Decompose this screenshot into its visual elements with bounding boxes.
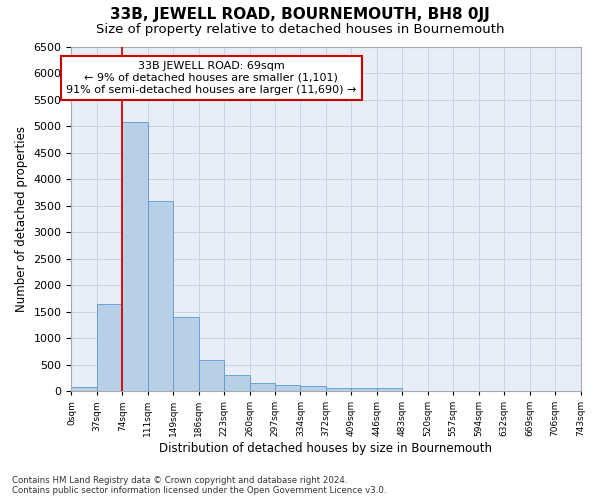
Bar — [199, 360, 224, 391]
Bar — [352, 388, 377, 391]
Bar — [377, 388, 403, 391]
Text: Size of property relative to detached houses in Bournemouth: Size of property relative to detached ho… — [96, 22, 504, 36]
Y-axis label: Number of detached properties: Number of detached properties — [15, 126, 28, 312]
Text: 33B, JEWELL ROAD, BOURNEMOUTH, BH8 0JJ: 33B, JEWELL ROAD, BOURNEMOUTH, BH8 0JJ — [110, 8, 490, 22]
Bar — [97, 304, 122, 391]
Text: Contains public sector information licensed under the Open Government Licence v3: Contains public sector information licen… — [12, 486, 386, 495]
Bar — [173, 317, 199, 391]
Bar — [326, 388, 352, 391]
X-axis label: Distribution of detached houses by size in Bournemouth: Distribution of detached houses by size … — [160, 442, 493, 455]
Bar — [122, 122, 148, 391]
Text: Contains HM Land Registry data © Crown copyright and database right 2024.: Contains HM Land Registry data © Crown c… — [12, 476, 347, 485]
Bar — [224, 376, 250, 391]
Bar — [301, 386, 326, 391]
Bar — [71, 387, 97, 391]
Bar — [250, 383, 275, 391]
Bar — [275, 384, 301, 391]
Text: 33B JEWELL ROAD: 69sqm
← 9% of detached houses are smaller (1,101)
91% of semi-d: 33B JEWELL ROAD: 69sqm ← 9% of detached … — [66, 62, 356, 94]
Bar — [148, 200, 173, 391]
